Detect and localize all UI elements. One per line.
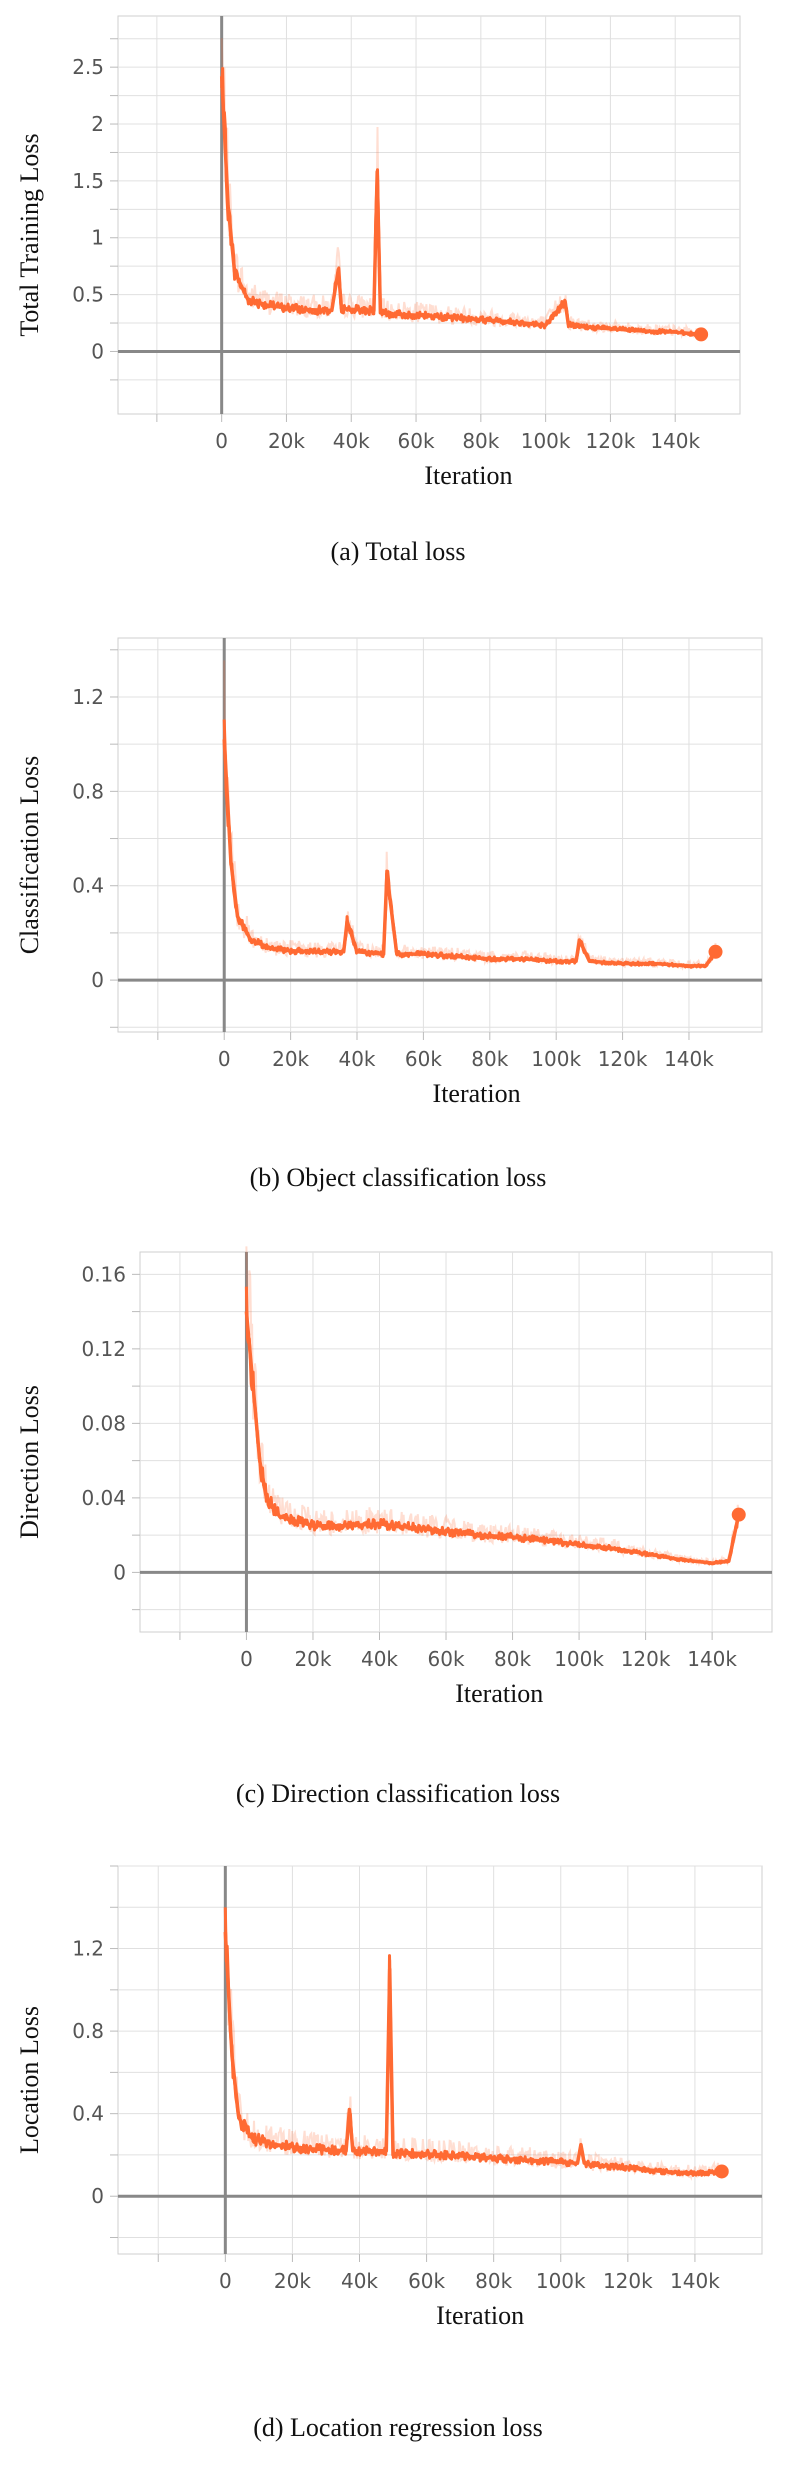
y-tick-label: 0.8 xyxy=(72,2019,104,2043)
x-tick-label: 100k xyxy=(554,1647,604,1671)
x-tick-label: 0 xyxy=(240,1647,253,1671)
x-tick-label: 40k xyxy=(341,2269,378,2293)
x-tick-label: 20k xyxy=(272,1047,309,1071)
panel-total-loss: 0 0.5 1 1.5 2 2.5 0 20k 40k 60k 80k 100k 120k 140k Ite… xyxy=(0,0,796,616)
series-end-point xyxy=(714,2164,729,2179)
y-tick-label: 0 xyxy=(91,968,104,992)
x-tick-label: 0 xyxy=(219,2269,232,2293)
y-tick-label: 0.16 xyxy=(81,1262,126,1286)
x-tick-label: 20k xyxy=(268,429,305,453)
y-tick-label: 0.5 xyxy=(72,283,104,307)
plot-frame xyxy=(117,15,741,415)
x-tick-label: 0 xyxy=(215,429,228,453)
y-tick-label: 0 xyxy=(91,339,104,363)
series-raw-line xyxy=(245,1246,740,1567)
y-tick-label: 1 xyxy=(91,226,104,250)
series-raw-line xyxy=(224,1913,723,2182)
y-tick-label: 1.2 xyxy=(72,1937,104,1961)
x-tick-label: 40k xyxy=(338,1047,375,1071)
x-tick-label: 20k xyxy=(274,2269,311,2293)
series-keypoint-line xyxy=(223,1931,722,2176)
plot-frame xyxy=(139,1251,773,1633)
x-tick-label: 100k xyxy=(536,2269,586,2293)
figure-caption: (c) Direction classification loss xyxy=(236,1779,560,1808)
x-tick-label: 40k xyxy=(333,429,370,453)
x-tick-label: 140k xyxy=(664,1047,714,1071)
y-tick-label: 0.4 xyxy=(72,2102,104,2126)
panel-direction-loss: 0 0.04 0.08 0.12 0.16 0 20k 40k 60k 80k 100k 120k 14… xyxy=(0,1232,796,1848)
series-raw-line xyxy=(223,660,717,971)
x-tick-label: 80k xyxy=(462,429,499,453)
y-tick-label: 0.8 xyxy=(72,779,104,803)
y-tick-label: 2.5 xyxy=(72,55,104,79)
x-tick-label: 0 xyxy=(218,1047,231,1071)
x-tick-label: 40k xyxy=(361,1647,398,1671)
y-tick-label: 0 xyxy=(113,1560,126,1584)
chart-location-loss: 0 0.4 0.8 1.2 0 20k 40k 60k 80k 100k 120k 140k Itera… xyxy=(15,1865,763,2442)
x-tick-label: 140k xyxy=(687,1647,737,1671)
plot-frame xyxy=(117,637,763,1033)
x-tick-label: 100k xyxy=(521,429,571,453)
chart-classification-loss: 0 0.4 0.8 1.2 0 20k 40k 60k 80k 100k 120k 140k Itera… xyxy=(15,637,763,1192)
series-smoothed-line xyxy=(222,719,717,969)
x-tick-label: 140k xyxy=(650,429,700,453)
x-tick-label: 60k xyxy=(428,1647,465,1671)
y-tick-label: 0.04 xyxy=(81,1486,126,1510)
x-axis-label: Iteration xyxy=(424,461,512,490)
x-tick-label: 80k xyxy=(494,1647,531,1671)
y-tick-label: 0.4 xyxy=(72,874,104,898)
y-axis-label: Direction Loss xyxy=(15,1385,44,1539)
x-tick-label: 20k xyxy=(294,1647,331,1671)
x-tick-label: 120k xyxy=(621,1647,671,1671)
y-tick-label: 2 xyxy=(91,112,104,136)
series-smoothed-line xyxy=(244,1286,741,1566)
figure-caption: (b) Object classification loss xyxy=(250,1163,547,1192)
x-axis-label: Iteration xyxy=(455,1679,543,1708)
x-tick-label: 80k xyxy=(471,1047,508,1071)
chart-total-loss: 0 0.5 1 1.5 2 2.5 0 20k 40k 60k 80k 100k 120k 140k Ite… xyxy=(15,15,741,566)
x-tick-label: 140k xyxy=(670,2269,720,2293)
series-raw-line xyxy=(220,38,702,340)
series-smoothed-line xyxy=(223,1907,724,2177)
x-tick-label: 120k xyxy=(598,1047,648,1071)
series-smoothed-line xyxy=(220,67,703,338)
x-axis-label: Iteration xyxy=(436,2301,524,2330)
x-tick-label: 60k xyxy=(408,2269,445,2293)
panel-classification-loss: 0 0.4 0.8 1.2 0 20k 40k 60k 80k 100k 120k 140k Itera… xyxy=(0,616,796,1232)
y-tick-label: 0.08 xyxy=(81,1411,126,1435)
y-axis-label: Classification Loss xyxy=(15,756,44,955)
series-keypoint-line xyxy=(244,1311,741,1565)
panel-location-loss: 0 0.4 0.8 1.2 0 20k 40k 60k 80k 100k 120k 140k Itera… xyxy=(0,1848,796,2464)
y-axis-label: Total Training Loss xyxy=(15,133,44,336)
figure-caption: (d) Location regression loss xyxy=(253,2413,543,2442)
y-axis-label: Location Loss xyxy=(15,2006,44,2154)
figure-caption: (a) Total loss xyxy=(331,537,466,566)
x-tick-label: 60k xyxy=(398,429,435,453)
series-keypoint-line xyxy=(222,739,717,968)
series-end-point xyxy=(708,944,723,959)
series-end-point xyxy=(694,327,709,342)
y-tick-label: 0 xyxy=(91,2184,104,2208)
series-end-point xyxy=(731,1507,746,1522)
y-tick-label: 1.2 xyxy=(72,685,104,709)
series-keypoint-line xyxy=(219,76,702,337)
y-tick-label: 1.5 xyxy=(72,169,104,193)
x-tick-label: 100k xyxy=(531,1047,581,1071)
x-tick-label: 80k xyxy=(475,2269,512,2293)
x-tick-label: 120k xyxy=(603,2269,653,2293)
x-tick-label: 60k xyxy=(405,1047,442,1071)
y-tick-label: 0.12 xyxy=(81,1337,126,1361)
x-tick-label: 120k xyxy=(586,429,636,453)
chart-direction-loss: 0 0.04 0.08 0.12 0.16 0 20k 40k 60k 80k 100k 120k 14… xyxy=(15,1246,773,1808)
x-axis-label: Iteration xyxy=(433,1079,521,1108)
